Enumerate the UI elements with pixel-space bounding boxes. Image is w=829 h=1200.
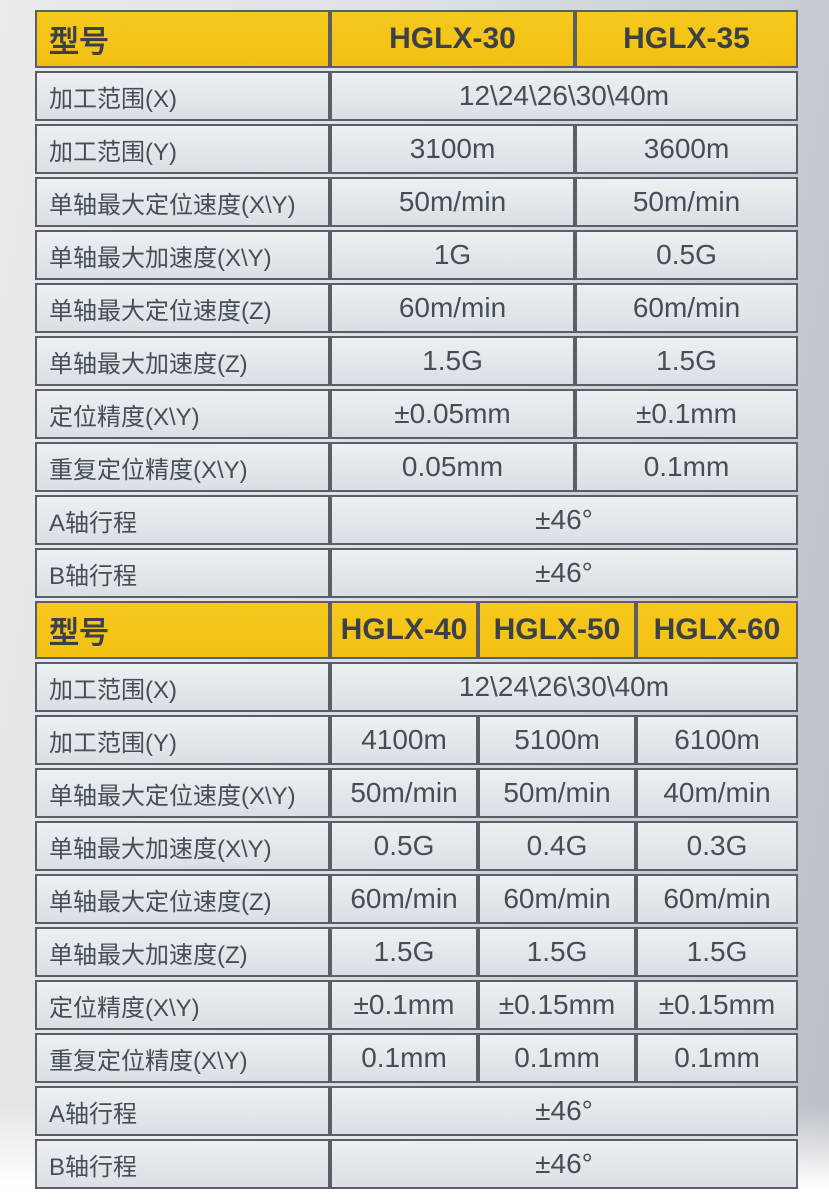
- spec-row-label: 单轴最大定位速度(Z): [35, 874, 330, 924]
- spec-row-label: A轴行程: [35, 1086, 330, 1136]
- spec-tables-container: 型号 HGLX-30 HGLX-35 加工范围(X) 12\24\26\30\4…: [35, 7, 798, 1192]
- spec-cell: 60m/min: [575, 283, 798, 333]
- table-header-row: 型号 HGLX-30 HGLX-35: [35, 10, 798, 68]
- spec-cell: 5100m: [478, 715, 636, 765]
- table-row: 重复定位精度(X\Y) 0.1mm 0.1mm 0.1mm: [35, 1033, 798, 1083]
- spec-row-label: 加工范围(Y): [35, 124, 330, 174]
- spec-cell: 1.5G: [330, 336, 575, 386]
- spec-table-hglx-30-35: 型号 HGLX-30 HGLX-35 加工范围(X) 12\24\26\30\4…: [35, 7, 798, 601]
- spec-cell: ±0.1mm: [575, 389, 798, 439]
- spec-cell: 0.5G: [330, 821, 478, 871]
- table-row: A轴行程 ±46°: [35, 495, 798, 545]
- table-row: 单轴最大定位速度(Z) 60m/min 60m/min 60m/min: [35, 874, 798, 924]
- spec-row-label: 单轴最大定位速度(Z): [35, 283, 330, 333]
- table-row: 单轴最大加速度(Z) 1.5G 1.5G 1.5G: [35, 927, 798, 977]
- spec-row-label: A轴行程: [35, 495, 330, 545]
- spec-cell: ±0.15mm: [636, 980, 798, 1030]
- spec-cell: 60m/min: [330, 874, 478, 924]
- model-column-header: HGLX-30: [330, 10, 575, 68]
- spec-cell: ±0.1mm: [330, 980, 478, 1030]
- spec-cell: 3100m: [330, 124, 575, 174]
- spec-cell: ±46°: [330, 1139, 798, 1189]
- spec-cell: 0.1mm: [330, 1033, 478, 1083]
- table-header-row: 型号 HGLX-40 HGLX-50 HGLX-60: [35, 601, 798, 659]
- table-row: 加工范围(X) 12\24\26\30\40m: [35, 71, 798, 121]
- table-row: 加工范围(X) 12\24\26\30\40m: [35, 662, 798, 712]
- spec-cell: 0.1mm: [478, 1033, 636, 1083]
- model-row-header: 型号: [35, 601, 330, 659]
- spec-row-label: 加工范围(X): [35, 71, 330, 121]
- spec-cell: 12\24\26\30\40m: [330, 662, 798, 712]
- spec-row-label: B轴行程: [35, 548, 330, 598]
- table-row: A轴行程 ±46°: [35, 1086, 798, 1136]
- spec-row-label: B轴行程: [35, 1139, 330, 1189]
- spec-row-label: 单轴最大加速度(Z): [35, 927, 330, 977]
- spec-cell: ±0.05mm: [330, 389, 575, 439]
- spec-cell: 60m/min: [478, 874, 636, 924]
- table-row: B轴行程 ±46°: [35, 548, 798, 598]
- table-row: 定位精度(X\Y) ±0.05mm ±0.1mm: [35, 389, 798, 439]
- spec-cell: 1.5G: [636, 927, 798, 977]
- model-column-header: HGLX-60: [636, 601, 798, 659]
- spec-row-label: 重复定位精度(X\Y): [35, 442, 330, 492]
- spec-cell: ±0.15mm: [478, 980, 636, 1030]
- spec-cell: 0.4G: [478, 821, 636, 871]
- model-column-header: HGLX-50: [478, 601, 636, 659]
- table-row: B轴行程 ±46°: [35, 1139, 798, 1189]
- spec-cell: ±46°: [330, 495, 798, 545]
- spec-table-hglx-40-50-60: 型号 HGLX-40 HGLX-50 HGLX-60 加工范围(X) 12\24…: [35, 598, 798, 1192]
- spec-cell: 60m/min: [636, 874, 798, 924]
- spec-cell: ±46°: [330, 548, 798, 598]
- table-row: 单轴最大加速度(Z) 1.5G 1.5G: [35, 336, 798, 386]
- spec-cell: 0.3G: [636, 821, 798, 871]
- spec-row-label: 单轴最大定位速度(X\Y): [35, 768, 330, 818]
- spec-cell: 6100m: [636, 715, 798, 765]
- spec-cell: 1.5G: [330, 927, 478, 977]
- table-row: 单轴最大加速度(X\Y) 1G 0.5G: [35, 230, 798, 280]
- spec-cell: 0.5G: [575, 230, 798, 280]
- table-row: 定位精度(X\Y) ±0.1mm ±0.15mm ±0.15mm: [35, 980, 798, 1030]
- spec-cell: 40m/min: [636, 768, 798, 818]
- table-row: 单轴最大定位速度(Z) 60m/min 60m/min: [35, 283, 798, 333]
- spec-cell: 0.05mm: [330, 442, 575, 492]
- spec-cell: 50m/min: [330, 768, 478, 818]
- table-row: 单轴最大加速度(X\Y) 0.5G 0.4G 0.3G: [35, 821, 798, 871]
- spec-row-label: 单轴最大定位速度(X\Y): [35, 177, 330, 227]
- spec-cell: 1G: [330, 230, 575, 280]
- spec-cell: 0.1mm: [575, 442, 798, 492]
- spec-cell: ±46°: [330, 1086, 798, 1136]
- table-row: 重复定位精度(X\Y) 0.05mm 0.1mm: [35, 442, 798, 492]
- spec-row-label: 重复定位精度(X\Y): [35, 1033, 330, 1083]
- spec-cell: 50m/min: [575, 177, 798, 227]
- spec-row-label: 单轴最大加速度(X\Y): [35, 821, 330, 871]
- model-column-header: HGLX-35: [575, 10, 798, 68]
- spec-row-label: 定位精度(X\Y): [35, 389, 330, 439]
- table-row: 加工范围(Y) 3100m 3600m: [35, 124, 798, 174]
- table-row: 加工范围(Y) 4100m 5100m 6100m: [35, 715, 798, 765]
- table-row: 单轴最大定位速度(X\Y) 50m/min 50m/min 40m/min: [35, 768, 798, 818]
- spec-row-label: 单轴最大加速度(Z): [35, 336, 330, 386]
- table-row: 单轴最大定位速度(X\Y) 50m/min 50m/min: [35, 177, 798, 227]
- spec-row-label: 加工范围(X): [35, 662, 330, 712]
- model-row-header: 型号: [35, 10, 330, 68]
- model-column-header: HGLX-40: [330, 601, 478, 659]
- spec-row-label: 加工范围(Y): [35, 715, 330, 765]
- spec-cell: 60m/min: [330, 283, 575, 333]
- spec-cell: 50m/min: [478, 768, 636, 818]
- spec-cell: 1.5G: [478, 927, 636, 977]
- spec-cell: 12\24\26\30\40m: [330, 71, 798, 121]
- spec-row-label: 定位精度(X\Y): [35, 980, 330, 1030]
- spec-cell: 1.5G: [575, 336, 798, 386]
- spec-cell: 0.1mm: [636, 1033, 798, 1083]
- spec-cell: 4100m: [330, 715, 478, 765]
- spec-row-label: 单轴最大加速度(X\Y): [35, 230, 330, 280]
- spec-cell: 50m/min: [330, 177, 575, 227]
- spec-cell: 3600m: [575, 124, 798, 174]
